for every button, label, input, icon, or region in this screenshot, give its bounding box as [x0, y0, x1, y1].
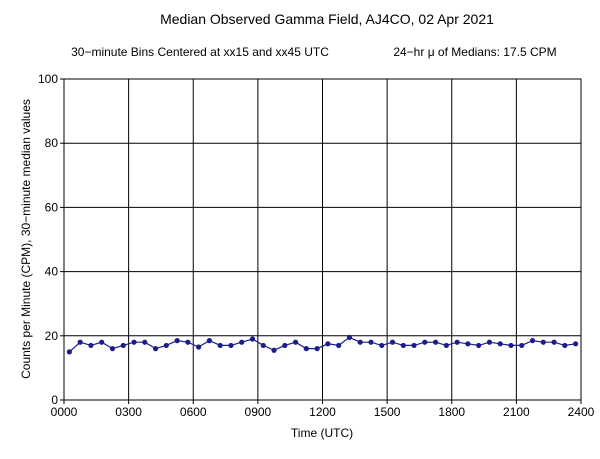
x-tick-label: 2400 [568, 405, 595, 419]
y-tick-label: 100 [38, 72, 58, 86]
data-point [540, 339, 546, 345]
data-point [389, 339, 396, 345]
x-tick-label: 0000 [51, 405, 78, 419]
y-axis-ticks: 0 20 40 60 80 100 [38, 72, 64, 407]
data-point [163, 342, 169, 349]
data-point [465, 341, 471, 347]
y-tick-label: 0 [51, 393, 58, 407]
data-point [303, 346, 309, 352]
data-point [497, 341, 503, 347]
data-point [142, 339, 148, 345]
data-point [292, 339, 299, 345]
y-axis-label: Counts per Minute (CPM), 30−minute media… [19, 99, 33, 379]
y-tick-label: 40 [45, 265, 59, 279]
plot-grid [64, 79, 581, 400]
data-point [260, 342, 266, 349]
data-point [239, 339, 245, 345]
y-tick-label: 20 [45, 329, 59, 343]
data-point [573, 341, 579, 347]
data-point [346, 334, 353, 341]
data-point [249, 336, 256, 342]
x-tick-label: 2100 [503, 405, 530, 419]
y-tick-label: 80 [45, 136, 59, 150]
x-tick-label: 0900 [245, 405, 272, 419]
data-point [443, 342, 449, 349]
data-point [271, 347, 277, 353]
data-point [109, 346, 116, 352]
data-point [99, 339, 105, 345]
x-tick-label: 1200 [309, 405, 336, 419]
data-point [432, 339, 439, 345]
data-point [282, 342, 288, 349]
data-point [120, 342, 126, 349]
chart-subtitle-left: 30−minute Bins Centered at xx15 and xx45… [71, 45, 329, 59]
data-point [400, 342, 406, 349]
data-point [519, 342, 525, 349]
chart-subtitle-right: 24−hr μ of Medians: 17.5 CPM [393, 45, 556, 59]
x-tick-label: 1500 [374, 405, 401, 419]
data-point [529, 338, 536, 344]
data-point [196, 344, 202, 350]
data-point [66, 349, 72, 355]
data-point [88, 342, 94, 349]
data-point [206, 338, 213, 344]
data-point [336, 342, 342, 349]
data-point [486, 339, 493, 345]
x-axis-ticks: 0000 0300 0600 0900 1200 1500 1800 2100 2400 [51, 400, 595, 419]
data-point [476, 342, 482, 349]
data-point [228, 342, 234, 349]
data-point [551, 339, 557, 345]
data-point [422, 339, 428, 345]
data-point [562, 342, 568, 349]
x-tick-label: 0600 [180, 405, 207, 419]
x-tick-label: 0300 [115, 405, 142, 419]
data-point [217, 342, 223, 349]
y-tick-label: 60 [45, 200, 59, 214]
data-point [379, 342, 385, 349]
data-point [174, 338, 180, 344]
data-point [454, 339, 460, 345]
data-series [66, 334, 579, 355]
x-axis-label: Time (UTC) [291, 426, 353, 440]
data-point [152, 346, 159, 352]
data-point [411, 342, 417, 349]
data-point [77, 339, 83, 345]
chart-title: Median Observed Gamma Field, AJ4CO, 02 A… [160, 11, 494, 27]
data-point [314, 346, 320, 352]
data-point [131, 339, 137, 345]
data-point [325, 341, 331, 347]
data-point [508, 342, 514, 349]
data-point [357, 339, 363, 345]
data-point [185, 339, 191, 345]
data-point [368, 339, 374, 345]
x-tick-label: 1800 [438, 405, 465, 419]
